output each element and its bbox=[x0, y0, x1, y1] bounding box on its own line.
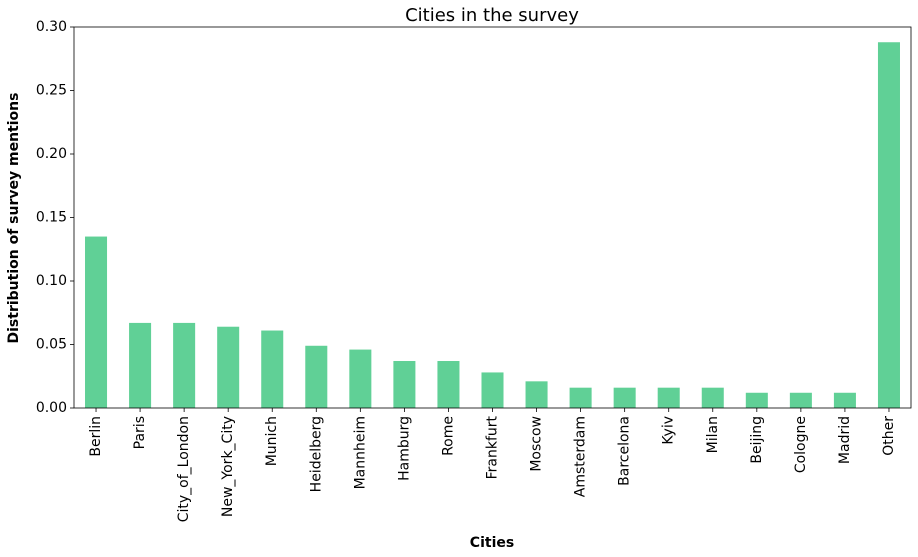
x-tick-label: Mannheim bbox=[352, 416, 368, 489]
x-tick-label: Berlin bbox=[88, 416, 104, 457]
bar-heidelberg bbox=[305, 345, 328, 408]
chart-title: Cities in the survey bbox=[405, 5, 579, 26]
bar-berlin bbox=[85, 236, 108, 408]
y-tick-label: 0.00 bbox=[36, 400, 67, 416]
y-tick-label: 0.15 bbox=[36, 210, 67, 226]
bar-milan bbox=[701, 387, 724, 408]
x-tick-label: Frankfurt bbox=[485, 415, 501, 479]
bar-hamburg bbox=[393, 361, 416, 408]
bar-moscow bbox=[525, 381, 548, 408]
bar-kyiv bbox=[657, 387, 680, 408]
y-axis-ticks: 0.00 0.05 0.10 0.15 0.20 0.25 0.30 bbox=[36, 19, 74, 416]
bar-beijing bbox=[745, 392, 768, 408]
plot-frame bbox=[73, 26, 912, 409]
bar-mannheim bbox=[349, 349, 372, 408]
y-tick-label: 0.10 bbox=[36, 273, 67, 289]
bar-frankfurt bbox=[481, 372, 504, 408]
x-tick-label: Munich bbox=[264, 416, 280, 466]
bar-city-of-london bbox=[173, 322, 196, 408]
bar-rome bbox=[437, 361, 460, 408]
x-tick-label: Rome bbox=[440, 416, 456, 456]
x-tick-label: New_York_City bbox=[220, 416, 236, 517]
x-tick-label: Milan bbox=[705, 416, 721, 453]
x-tick-label: Madrid bbox=[837, 416, 853, 464]
x-tick-label: Heidelberg bbox=[308, 416, 324, 492]
x-tick-label: Hamburg bbox=[396, 416, 412, 481]
bar-amsterdam bbox=[569, 387, 592, 408]
bar-new-york-city bbox=[217, 326, 240, 408]
x-axis-ticks: Berlin Paris City_of_London New_York_City Mu… bbox=[88, 408, 897, 522]
bar-cologne bbox=[789, 392, 812, 408]
x-tick-label: Other bbox=[881, 416, 897, 456]
y-axis-title: Distribution of survey mentions bbox=[6, 93, 22, 344]
x-tick-label: Beijing bbox=[749, 416, 765, 464]
bar-munich bbox=[261, 330, 284, 408]
y-tick-label: 0.05 bbox=[36, 337, 67, 353]
x-tick-label: City_of_London bbox=[176, 416, 192, 522]
bar-other bbox=[877, 42, 900, 409]
x-tick-label: Cologne bbox=[793, 416, 809, 473]
y-tick-label: 0.30 bbox=[36, 19, 67, 35]
bar-madrid bbox=[833, 392, 856, 408]
y-tick-label: 0.25 bbox=[36, 83, 67, 99]
bars-group bbox=[85, 42, 900, 409]
bar-barcelona bbox=[613, 387, 636, 408]
x-tick-label: Amsterdam bbox=[573, 416, 589, 497]
y-tick-label: 0.20 bbox=[36, 146, 67, 162]
bar-paris bbox=[129, 322, 152, 408]
x-tick-label: Moscow bbox=[529, 416, 545, 472]
x-tick-label: Barcelona bbox=[617, 416, 633, 486]
x-tick-label: Paris bbox=[132, 416, 148, 449]
x-tick-label: Kyiv bbox=[661, 416, 677, 445]
x-axis-title: Cities bbox=[470, 535, 514, 551]
